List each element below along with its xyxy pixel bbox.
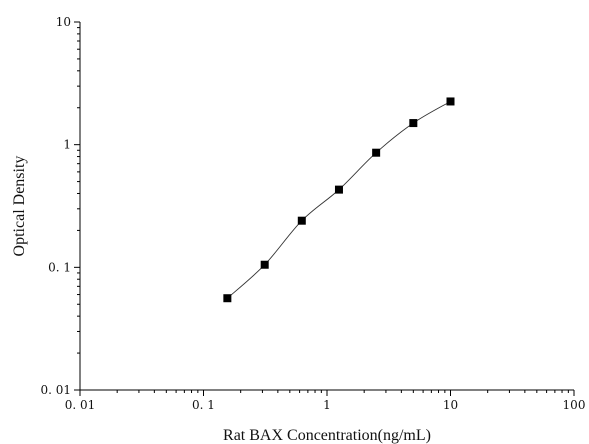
y-tick-label: 0. 1 [48, 260, 71, 274]
x-tick-label: 0. 01 [65, 398, 96, 412]
y-tick-label: 10 [56, 15, 71, 29]
y-tick-label: 1 [63, 138, 71, 152]
x-tick-label: 100 [563, 398, 586, 412]
data-point [447, 97, 455, 105]
data-point [298, 217, 306, 225]
x-tick-label: 0. 1 [192, 398, 215, 412]
x-axis-title: Rat BAX Concentration(ng/mL) [223, 427, 431, 444]
y-ticks: 0. 01 0. 1 1 10 [40, 15, 80, 397]
x-tick-label: 10 [443, 398, 458, 412]
y-axis-title: Optical Density [11, 156, 28, 257]
data-point [261, 261, 269, 269]
x-ticks: 0. 01 0. 1 1 10 100 [65, 390, 586, 412]
data-point [335, 186, 343, 194]
axes [80, 22, 574, 390]
y-tick-label: 0. 01 [40, 383, 71, 397]
data-point [372, 149, 380, 157]
data-point [409, 119, 417, 127]
data-point [223, 294, 231, 302]
x-tick-label: 1 [323, 398, 331, 412]
